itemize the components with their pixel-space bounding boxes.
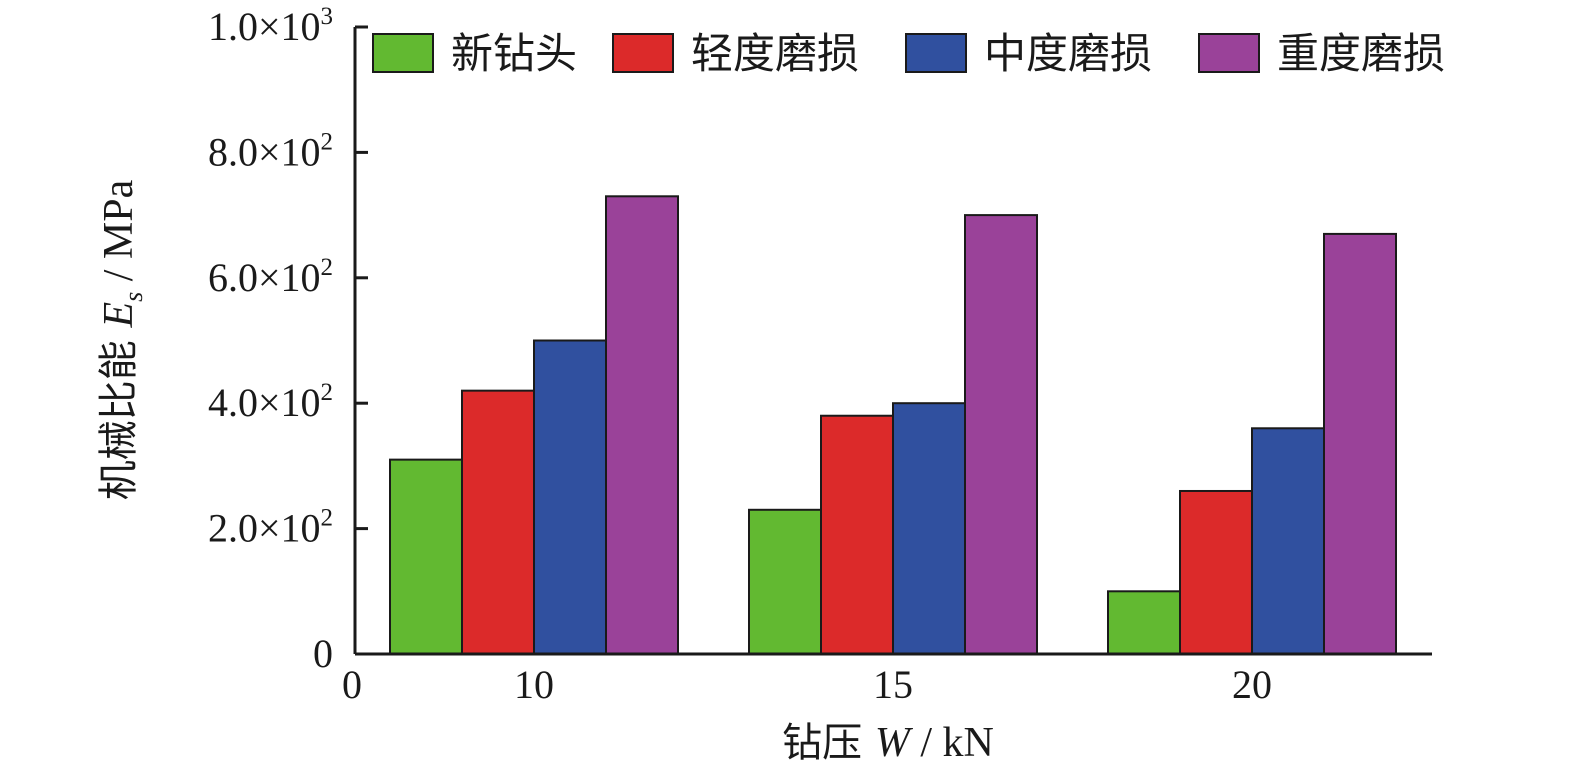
x-tick-label: 20: [1232, 662, 1272, 707]
legend: 新钻头 轻度磨损 中度磨损 重度磨损: [372, 29, 1445, 78]
x-tick-label: 10: [514, 662, 554, 707]
y-axis-label: 机械比能 Es / MPa: [96, 179, 148, 500]
y-axis-label-unit: / MPa: [96, 179, 142, 291]
legend-label: 重度磨损: [1277, 29, 1445, 78]
bars-layer: [389, 195, 1397, 656]
x-axis-label-prefix: 钻压: [782, 720, 875, 766]
bar-10-series-1: [389, 458, 463, 655]
bar-20-series-1: [1107, 590, 1181, 655]
legend-swatch: [1198, 33, 1260, 73]
bar-15-series-3: [892, 402, 966, 656]
y-tick-label: 2.0×102: [208, 505, 333, 551]
legend-swatch: [905, 33, 967, 73]
y-tick-label: 0: [313, 631, 333, 676]
legend-swatch: [372, 33, 434, 73]
bar-10-series-2: [461, 389, 535, 655]
y-ticks: 0 2.0×102 4.0×102 6.0×102 8.0×102 1.0×103: [208, 3, 368, 676]
bar-15-series-1: [748, 508, 822, 656]
bar-20-series-2: [1179, 489, 1253, 656]
bar-10-series-3: [533, 339, 607, 655]
x-axis-label-symbol: W: [875, 720, 914, 766]
x-origin-label: 0: [342, 662, 362, 707]
y-tick-label: 1.0×103: [208, 3, 333, 49]
bar-15-series-4: [964, 214, 1038, 655]
legend-label: 中度磨损: [984, 29, 1152, 78]
y-axis-label-prefix: 机械比能: [96, 328, 142, 501]
y-axis-label-symbol: E: [96, 302, 142, 329]
axes-layer: [353, 27, 1432, 656]
x-ticks: 10 15 20: [514, 662, 1272, 707]
y-axis-label-subscript: s: [119, 292, 148, 302]
y-tick-label: 4.0×102: [208, 379, 333, 425]
bar-20-series-4: [1323, 232, 1397, 655]
legend-label: 轻度磨损: [691, 29, 859, 78]
x-axis-label: 钻压 W / kN: [782, 720, 994, 766]
bar-10-series-4: [605, 195, 679, 655]
y-tick-label: 6.0×102: [208, 254, 333, 300]
bar-20-series-3: [1251, 427, 1325, 655]
y-tick-label: 8.0×102: [208, 128, 333, 174]
bar-15-series-2: [820, 414, 894, 655]
x-axis-label-unit: / kN: [910, 720, 994, 766]
x-tick-label: 15: [873, 662, 913, 707]
legend-swatch: [612, 33, 674, 73]
legend-label: 新钻头: [451, 29, 577, 78]
